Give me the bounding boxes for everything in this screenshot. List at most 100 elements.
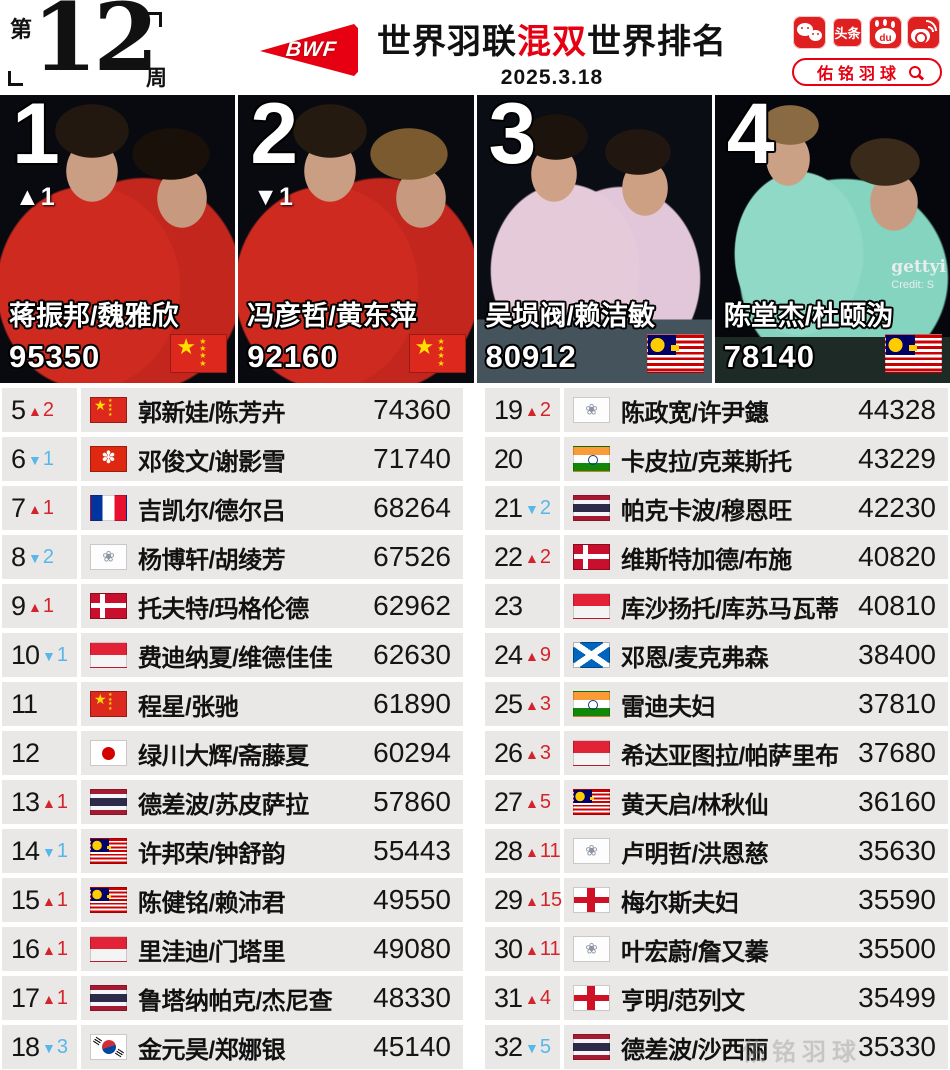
change-delta: 11: [539, 839, 561, 862]
flag-slot: [90, 838, 127, 864]
rank-number: 18: [11, 1031, 40, 1062]
change-delta: 2: [539, 496, 552, 519]
flag-slot: [573, 887, 610, 913]
table-row: 6 ▼1 邓俊文/谢影雪 71740: [2, 437, 463, 481]
flag-slot: [90, 789, 127, 815]
change-delta: 3: [56, 1035, 69, 1058]
flag-slot: [573, 691, 610, 717]
header: 第 12 周 BWF 世界羽联混双世界排名 2025.3.18 头条 du 佑铭…: [0, 0, 950, 95]
rank-number: 26: [494, 737, 523, 768]
change-delta: 1: [42, 496, 55, 519]
flag-japan: [90, 740, 127, 766]
ranking-table: 5 ▲2 郭新娃/陈芳卉 74360 6 ▼1 邓俊文/谢影雪 71740 7 …: [0, 388, 950, 1070]
flag-slot: [573, 642, 610, 668]
rank-change: ▼ 2: [28, 546, 54, 569]
getty-line2: Credit: S: [891, 279, 935, 291]
player-names: 卢明哲/洪恩慈: [621, 840, 769, 868]
toutiao-icon[interactable]: 头条: [831, 16, 864, 49]
baidu-icon[interactable]: du: [869, 16, 902, 49]
player-names: 陈政宽/许尹鏸: [621, 399, 769, 427]
points: 40810: [858, 590, 936, 621]
change-delta: 2: [42, 545, 55, 568]
rank-change: ▲ 15: [525, 889, 562, 912]
top-four-cards: 1 ▲1 蒋振邦/魏雅欣 95350 2 ▼1 冯彦哲/黄东萍 92160 3 …: [0, 95, 950, 383]
baidu-du-label: du: [879, 33, 892, 44]
weibo-icon[interactable]: [907, 16, 940, 49]
rank-cell: 6 ▼ 1: [2, 437, 77, 481]
rank-number: 32: [494, 1031, 523, 1062]
player-cell: 黄天启/林秋仙 36160: [564, 780, 948, 824]
flag-china: [408, 334, 466, 373]
corner-bracket-top-right: [147, 12, 162, 27]
rank-cell: 22 ▲ 2: [485, 535, 560, 579]
player-names: 鲁塔纳帕克/杰尼查: [138, 987, 333, 1015]
weibo-signal-arc: [926, 20, 937, 32]
rank-change: ▲ 1: [42, 987, 68, 1010]
wechat-icon[interactable]: [793, 16, 826, 49]
player-names: 卡皮拉/克莱斯托: [621, 448, 792, 476]
flag-malaysia: [573, 789, 610, 815]
rank-number: 5: [11, 394, 26, 425]
rank-number: 30: [494, 933, 523, 964]
points: 42230: [858, 492, 936, 523]
flag-slot: [573, 446, 610, 472]
points: 35500: [858, 933, 936, 964]
week-block: 第 12 周: [8, 0, 168, 92]
rank-change: ▲ 4: [525, 987, 551, 1010]
change-arrow-icon: ▲: [525, 794, 539, 811]
player-cell: 郭新娃/陈芳卉 74360: [81, 388, 463, 432]
toutiao-label: 头条: [834, 26, 861, 41]
change-arrow-icon: ▲: [525, 941, 539, 958]
ranking-column-right: 19 ▲2 陈政宽/许尹鏸 44328 20 卡皮拉/克莱斯托 43229 21…: [485, 388, 948, 1070]
title-highlight: 混双: [517, 23, 587, 61]
player-cell: 维斯特加德/布施 40820: [564, 535, 948, 579]
table-row: 5 ▲2 郭新娃/陈芳卉 74360: [2, 388, 463, 432]
rank-cell: 28 ▲ 11: [485, 829, 561, 873]
player-names: 库沙扬托/库苏马瓦蒂: [621, 595, 839, 623]
search-bar[interactable]: 佑铭羽球: [792, 58, 942, 86]
rank-card-2: 2 ▼1 冯彦哲/黄东萍 92160: [238, 95, 474, 383]
change-arrow-icon: ▲: [525, 892, 539, 909]
rank-number: 27: [494, 786, 523, 817]
title-post: 世界排名: [587, 23, 727, 61]
player-names: 吉凯尔/德尔吕: [138, 497, 286, 525]
change-arrow-icon: ▲: [28, 598, 42, 615]
change-arrow-icon: ▲: [42, 990, 56, 1007]
page-title: 世界羽联混双世界排名: [352, 14, 752, 63]
points: 44328: [858, 394, 936, 425]
rank-cell: 7 ▲ 1: [2, 486, 77, 530]
rank-number: 16: [11, 933, 40, 964]
rank-cell: 27 ▲ 5: [485, 780, 560, 824]
change-arrow-icon: ▼: [42, 647, 56, 664]
rank-change: ▲ 1: [42, 938, 68, 961]
flag-malaysia: [90, 838, 127, 864]
rank-cell: 16 ▲ 1: [2, 927, 77, 971]
player-names: 叶宏蔚/詹又蓁: [621, 938, 769, 966]
flag-slot: [90, 740, 127, 766]
change-delta: 1: [56, 937, 69, 960]
rank-number: 29: [494, 884, 523, 915]
title-pre: 世界羽联: [377, 23, 517, 61]
card-rank: 2: [250, 95, 299, 182]
change-delta: 5: [539, 790, 552, 813]
rank-number: 13: [11, 786, 40, 817]
rank-cell: 15 ▲ 1: [2, 878, 77, 922]
change-arrow-icon: ▲: [525, 549, 539, 566]
change-arrow-icon: ▲: [28, 500, 42, 517]
card-flag: [170, 334, 228, 373]
flag-slot: [90, 397, 127, 423]
card-player-names: 冯彦哲/黄东萍: [247, 301, 417, 331]
baidu-paw: du: [875, 28, 896, 44]
flag-slot: [573, 985, 610, 1011]
rank-number: 24: [494, 639, 523, 670]
rank-change: ▲ 3: [525, 742, 551, 765]
rank-change: ▲ 5: [525, 791, 551, 814]
rank-cell: 13 ▲ 1: [2, 780, 77, 824]
flag-hongkong: [90, 446, 127, 472]
player-names: 德差波/沙西丽: [621, 1036, 769, 1064]
flag-slot: [573, 740, 610, 766]
rank-change: ▲ 1: [28, 595, 54, 618]
card-player-names: 陈堂杰/杜颐沩: [723, 301, 894, 331]
rank-cell: 12: [2, 731, 77, 775]
table-row: 11 程星/张驰 61890: [2, 682, 463, 726]
